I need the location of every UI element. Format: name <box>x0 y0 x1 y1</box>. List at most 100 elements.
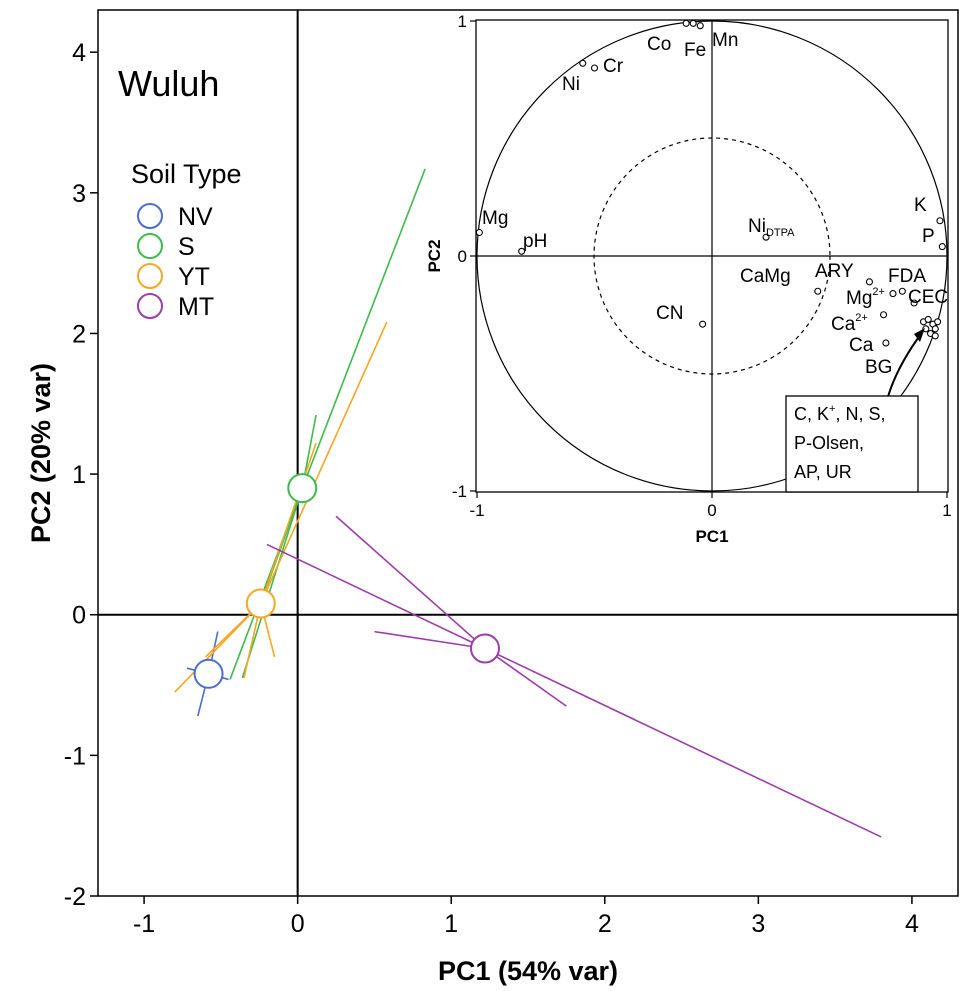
main-y-ticks: -2 -1 0 1 2 3 4 <box>64 39 98 911</box>
legend-label-nv: NV <box>178 203 213 231</box>
var-point <box>936 217 944 225</box>
centroid-nv <box>193 658 224 689</box>
var-label-ary: ARY <box>815 261 854 282</box>
variable-labels: Ni Cr Co Fe Mn Mg pH NiDTPA K P CaMg ARY… <box>482 30 948 378</box>
var-label-bg: BG <box>865 357 892 378</box>
y-axis-title: PC2 (20% var) <box>26 363 56 543</box>
callout-line-2: P-Olsen, <box>794 433 864 453</box>
spoke-mt <box>335 515 486 650</box>
callout-box: C, K+, N, S, P-Olsen, AP, UR <box>785 328 925 493</box>
centroid-mt <box>470 633 500 664</box>
var-label-cn: CN <box>656 303 683 324</box>
var-label-ni: Ni <box>562 74 580 95</box>
var-label-ni-dtpa: NiDTPA <box>748 216 795 239</box>
legend-swatch-nv <box>137 203 163 229</box>
x-tick-label: 4 <box>905 910 919 938</box>
panel-title: Wuluh <box>118 63 219 104</box>
var-label-ca: Ca <box>849 335 874 356</box>
y-tick-label: -2 <box>64 883 86 911</box>
group-spokes <box>174 168 882 838</box>
var-point <box>475 228 483 237</box>
var-point <box>931 332 939 340</box>
legend-swatch-mt <box>137 293 163 319</box>
y-tick-label: 1 <box>72 461 86 489</box>
var-label-cec: CEC <box>908 287 948 308</box>
var-label-fda: FDA <box>888 266 926 287</box>
var-label-ca2plus: Ca2+ <box>831 312 868 335</box>
var-point <box>699 320 707 328</box>
callout-frame <box>785 395 919 493</box>
var-point <box>922 325 930 333</box>
group-centroids <box>193 473 500 689</box>
var-label-cr: Cr <box>603 56 624 77</box>
spoke-mt <box>484 647 882 838</box>
var-point <box>934 318 942 326</box>
y-tick-label: 0 <box>72 602 86 630</box>
inset-y-tick-label: -1 <box>452 482 467 501</box>
y-tick-label: 2 <box>72 320 86 348</box>
main-plot-frame <box>97 9 959 897</box>
var-label-camg: CaMg <box>740 266 791 287</box>
legend-label-s: S <box>178 233 195 261</box>
x-tick-label: -1 <box>133 910 155 938</box>
inset-x-tick-label: -1 <box>469 501 484 520</box>
variable-points <box>475 19 946 347</box>
var-label-ph: pH <box>523 231 547 252</box>
inset-x-tick-label: 0 <box>707 501 716 520</box>
y-tick-label: -1 <box>64 742 86 770</box>
spoke-yt <box>260 442 317 604</box>
x-tick-label: 2 <box>598 910 612 938</box>
var-point <box>814 287 822 295</box>
var-point <box>518 247 526 255</box>
y-tick-label: 4 <box>72 39 86 67</box>
var-point <box>931 325 939 333</box>
y-tick-label: 3 <box>72 180 86 208</box>
var-label-fe: Fe <box>684 40 706 61</box>
inset-y-axis-title: PC2 <box>425 239 444 272</box>
spoke-yt <box>260 321 388 604</box>
legend-swatch-yt <box>137 263 163 289</box>
x-tick-label: 1 <box>444 910 458 938</box>
centroid-s <box>287 473 318 504</box>
legend-label-yt: YT <box>178 263 210 291</box>
var-point <box>590 64 599 72</box>
var-point <box>898 287 906 295</box>
main-x-ticks: -1 0 1 2 3 4 <box>133 896 919 938</box>
x-tick-label: 0 <box>291 910 305 938</box>
var-point <box>882 339 890 347</box>
var-label-k: K <box>914 195 927 216</box>
inset-x-axis-title: PC1 <box>695 527 728 546</box>
legend-title: Soil Type <box>131 159 242 189</box>
inset-loadings-panel: -1 0 1 -1 0 1 Ni Cr Co Fe Mn Mg pH NiDTPA K P… <box>425 12 952 546</box>
legend-label-mt: MT <box>178 293 214 321</box>
spoke-s <box>241 487 304 679</box>
var-point <box>938 243 946 251</box>
spoke-mt <box>484 647 567 707</box>
var-point <box>924 315 932 324</box>
x-tick-label: 3 <box>751 910 765 938</box>
callout-arrowhead <box>914 328 925 342</box>
inset-y-tick-label: 0 <box>458 247 467 266</box>
inset-y-tick-label: 1 <box>458 12 467 31</box>
var-point <box>682 19 690 27</box>
legend-swatch-s <box>137 233 163 259</box>
var-label-mg2plus: Mg2+ <box>846 286 885 309</box>
var-label-p: P <box>922 226 935 247</box>
var-label-mg: Mg <box>482 208 508 229</box>
spoke-s <box>301 168 426 489</box>
callout-arrow <box>886 333 922 401</box>
var-point <box>579 59 587 67</box>
var-point <box>889 290 897 298</box>
spoke-mt <box>374 630 486 650</box>
var-label-co: Co <box>647 34 671 55</box>
spoke-mt <box>266 543 486 650</box>
callout-line-3: AP, UR <box>794 462 852 482</box>
var-point <box>910 299 918 307</box>
var-point <box>865 278 874 286</box>
var-point <box>689 19 697 27</box>
inset-ticks: -1 0 1 -1 0 1 <box>452 12 952 520</box>
